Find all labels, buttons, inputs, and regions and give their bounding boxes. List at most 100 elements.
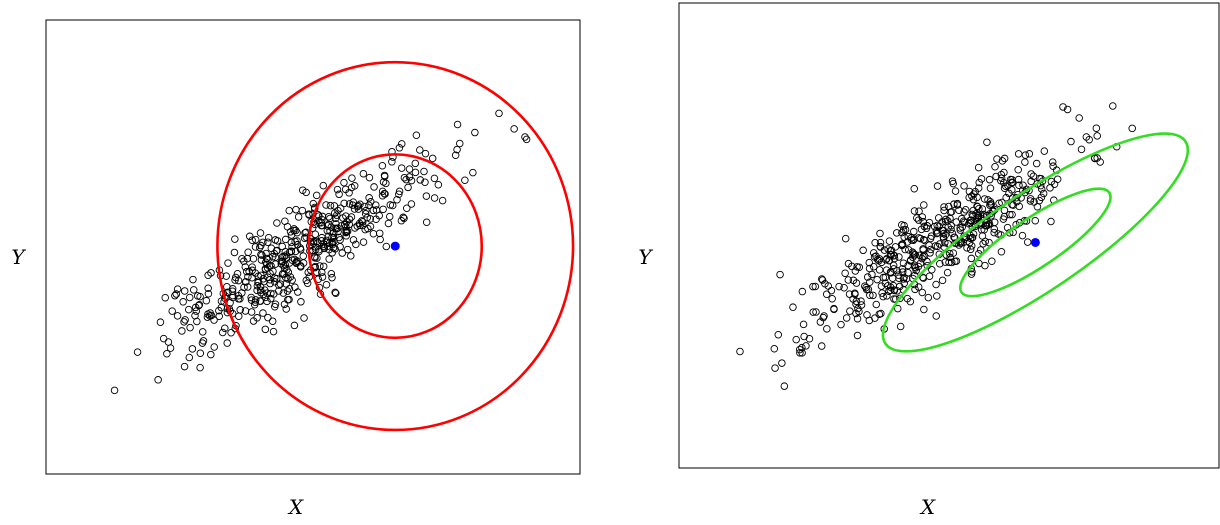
right-data-point <box>986 201 994 209</box>
right-data-point <box>778 359 786 367</box>
right-data-point <box>948 229 957 238</box>
left-data-point <box>322 201 330 209</box>
left-data-point <box>257 250 265 259</box>
right-data-point <box>799 320 808 329</box>
right-data-point <box>941 230 950 239</box>
left-data-point <box>259 238 267 247</box>
left-data-point <box>180 362 189 371</box>
right-data-point <box>1067 137 1075 146</box>
right-data-point <box>887 269 895 277</box>
left-data-point <box>318 273 327 281</box>
right-data-point <box>933 292 941 300</box>
left-data-point <box>224 259 232 267</box>
left-data-point <box>248 236 256 244</box>
right-data-point <box>802 342 810 350</box>
right-data-point <box>891 243 900 251</box>
right-data-point <box>885 287 893 295</box>
left-data-point <box>403 204 411 213</box>
right-data-point <box>852 279 861 287</box>
left-data-point <box>297 298 305 306</box>
right-data-point <box>943 268 952 277</box>
left-data-point <box>350 205 359 213</box>
left-data-point <box>172 290 181 298</box>
left-data-point <box>292 226 300 235</box>
right-data-point <box>969 230 978 238</box>
left-data-point <box>234 295 243 303</box>
right-data-point <box>1014 166 1022 174</box>
left-data-point <box>400 214 408 223</box>
right-data-point <box>1026 197 1035 205</box>
left-data-point <box>196 349 205 357</box>
right-data-point <box>919 273 927 282</box>
right-data-point <box>828 295 836 303</box>
left-data-point <box>422 192 431 200</box>
right-data-point <box>1000 154 1009 163</box>
left-data-point <box>280 300 289 309</box>
right-data-point <box>1039 189 1048 198</box>
left-data-point <box>299 252 307 260</box>
left-data-point <box>284 275 292 283</box>
right-data-point <box>876 238 885 247</box>
left-data-point <box>159 334 168 343</box>
left-data-point <box>282 251 290 259</box>
right-data-point <box>884 245 892 253</box>
left-data-point <box>274 287 283 295</box>
right-data-point <box>1018 231 1027 240</box>
left-data-point <box>416 146 424 154</box>
left-data-point <box>356 200 364 209</box>
right-data-point <box>976 246 985 254</box>
left-data-point <box>379 205 387 214</box>
left-data-point <box>185 353 194 362</box>
right-data-point <box>1128 124 1136 133</box>
right-data-point <box>866 291 874 299</box>
left-data-point <box>342 232 350 240</box>
right-data-point <box>973 202 981 211</box>
left-data-point <box>210 343 218 351</box>
left-data-point <box>378 192 387 200</box>
left-data-point <box>309 199 318 208</box>
left-data-point <box>375 211 384 220</box>
left-data-point <box>521 133 529 141</box>
left-data-point <box>243 283 252 291</box>
left-data-point <box>204 290 213 298</box>
left-data-point <box>198 339 207 347</box>
right-data-point <box>899 226 908 234</box>
left-data-point <box>238 254 246 263</box>
right-data-point <box>991 163 999 171</box>
right-data-point <box>1027 170 1035 178</box>
right-data-point <box>812 308 820 316</box>
left-data-point <box>349 236 358 244</box>
right-data-point <box>945 258 953 267</box>
left-data-point <box>281 273 290 282</box>
right-data-point <box>900 221 908 230</box>
right-data-point <box>969 195 978 204</box>
left-data-point <box>461 176 469 185</box>
left-data-point <box>236 306 244 314</box>
left-data-point <box>349 198 357 206</box>
left-data-point <box>283 287 292 295</box>
left-data-point <box>223 339 231 347</box>
left-data-point <box>388 158 396 166</box>
left-data-point <box>407 176 416 185</box>
left-data-point <box>326 214 334 223</box>
left-data-point <box>192 307 201 315</box>
left-data-point <box>279 289 288 297</box>
right-data-point <box>919 235 928 244</box>
right-data-point <box>911 285 919 294</box>
left-data-point <box>254 272 263 280</box>
left-data-point <box>272 247 281 255</box>
left-data-point <box>347 213 356 221</box>
left-data-point <box>253 281 262 290</box>
right-data-point <box>976 219 984 227</box>
right-data-point <box>932 312 940 320</box>
left-data-point <box>350 182 359 190</box>
right-data-point <box>997 248 1006 256</box>
right-data-point <box>1053 175 1062 183</box>
left-data-point <box>257 256 266 264</box>
left-data-point <box>264 313 272 322</box>
left-data-point <box>261 265 270 274</box>
right-data-point <box>1077 145 1086 154</box>
left-data-point <box>185 293 194 302</box>
right-contours <box>881 132 1190 353</box>
